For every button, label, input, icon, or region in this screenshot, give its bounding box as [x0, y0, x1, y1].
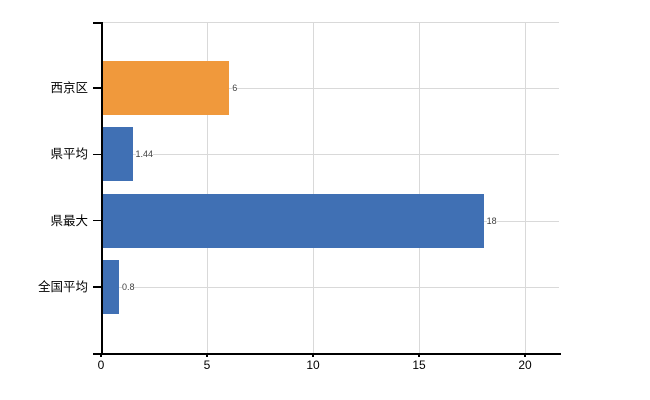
gridline	[101, 22, 559, 23]
y-axis-tick	[93, 22, 101, 24]
gridline	[207, 22, 209, 353]
bar-3	[102, 193, 484, 248]
gridline	[419, 22, 421, 353]
gridline	[101, 286, 559, 288]
x-axis-tick	[100, 353, 102, 357]
x-tick-label: 20	[518, 358, 532, 372]
data-label: 6	[232, 82, 238, 95]
x-tick-label: 0	[97, 358, 105, 372]
bar-4	[102, 259, 119, 314]
gridline	[525, 22, 527, 353]
x-axis-tick	[206, 353, 208, 357]
category-label: 西京区	[50, 81, 88, 96]
category-label: 県平均	[50, 147, 88, 162]
x-tick-label: 5	[203, 358, 211, 372]
data-label: 18	[486, 214, 497, 227]
x-tick-label: 15	[412, 358, 426, 372]
data-label: 0.8	[121, 280, 135, 293]
category-label: 県最大	[50, 213, 88, 228]
gridline	[313, 22, 315, 353]
bar-2	[102, 127, 133, 182]
gridline	[101, 88, 559, 90]
data-label: 1.44	[135, 148, 154, 161]
y-axis-tick	[93, 153, 101, 156]
x-axis-line	[93, 353, 561, 355]
y-axis-tick	[93, 219, 101, 222]
category-label: 全国平均	[37, 279, 88, 294]
x-axis-tick	[312, 353, 314, 357]
y-axis-line	[101, 22, 103, 353]
bar-1	[102, 61, 230, 116]
y-axis-tick	[93, 87, 101, 89]
x-axis-tick	[524, 353, 526, 357]
y-axis-tick	[93, 286, 101, 288]
x-axis-tick	[418, 353, 420, 357]
x-tick-label: 10	[306, 358, 320, 372]
gridline	[101, 154, 559, 156]
